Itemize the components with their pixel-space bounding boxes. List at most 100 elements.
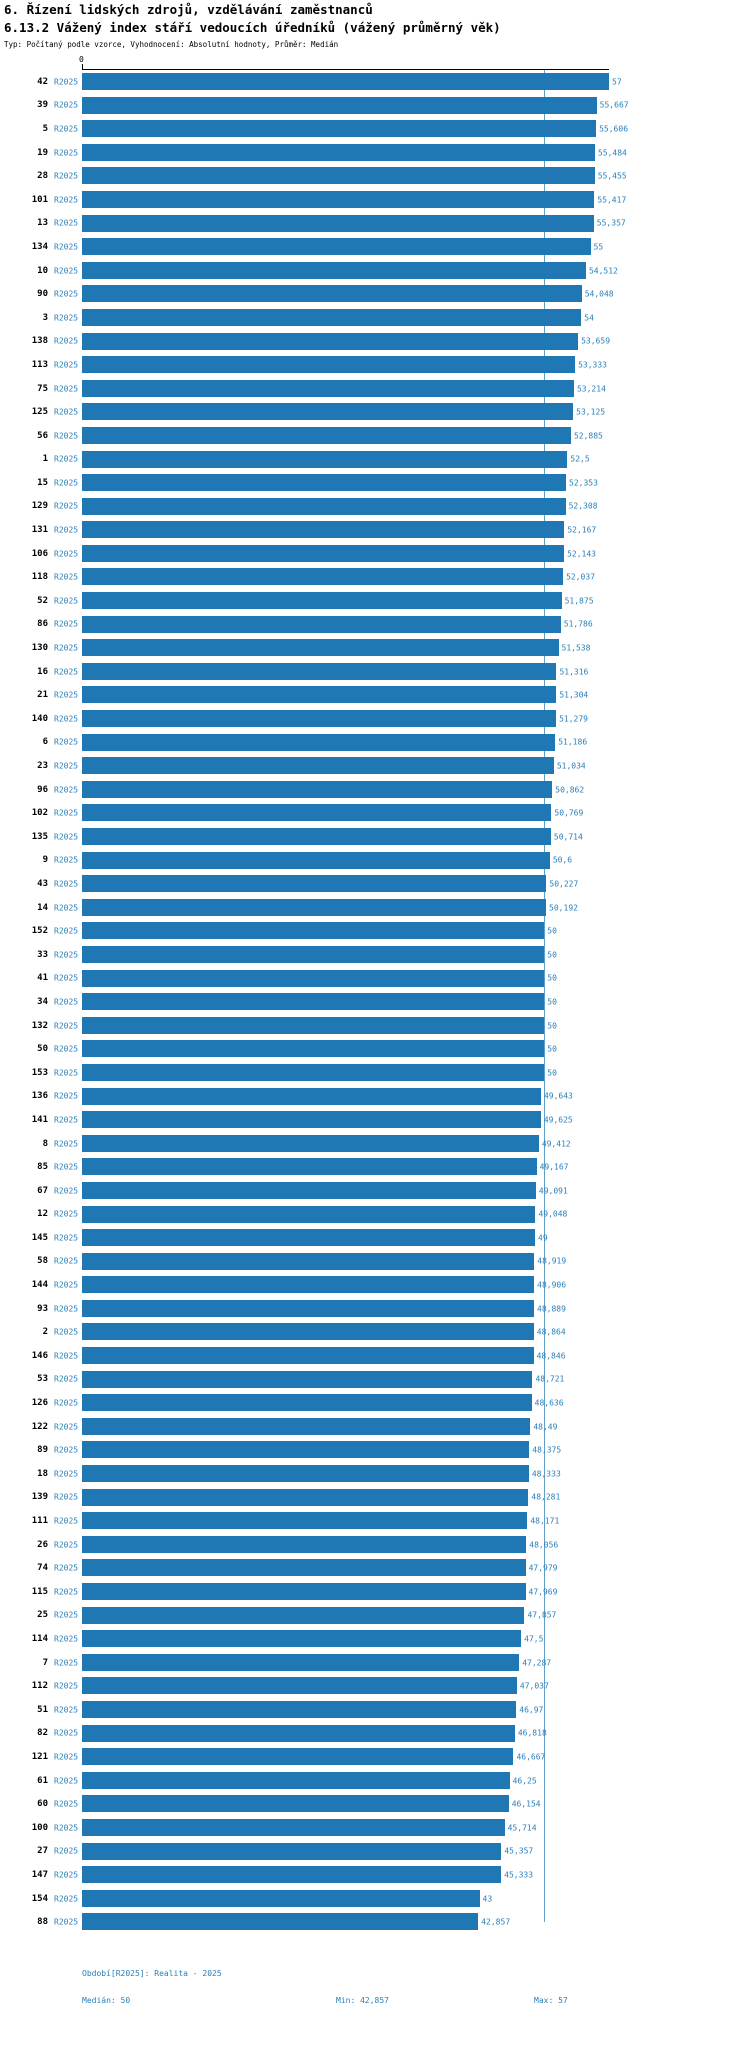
bar-row[interactable]: 126 R2025 48,636 (0, 1391, 750, 1415)
bar[interactable] (82, 1417, 531, 1435)
bar[interactable] (82, 308, 582, 326)
bar-row[interactable]: 101 R2025 55,417 (0, 188, 750, 212)
bar-row[interactable]: 130 R2025 51,538 (0, 636, 750, 660)
bar[interactable] (82, 1724, 515, 1742)
bar-row[interactable]: 34 R2025 50 (0, 990, 750, 1014)
bar[interactable] (82, 356, 576, 374)
bar-row[interactable]: 60 R2025 46,154 (0, 1792, 750, 1816)
bar-row[interactable]: 147 R2025 45,333 (0, 1863, 750, 1887)
bar[interactable] (82, 190, 595, 208)
bar-row[interactable]: 21 R2025 51,304 (0, 683, 750, 707)
bar-row[interactable]: 100 R2025 45,714 (0, 1816, 750, 1840)
bar-row[interactable]: 85 R2025 49,167 (0, 1155, 750, 1179)
bar-row[interactable]: 67 R2025 49,091 (0, 1179, 750, 1203)
bar[interactable] (82, 1913, 479, 1931)
bar[interactable] (82, 875, 547, 893)
bar-row[interactable]: 134 R2025 55 (0, 235, 750, 259)
bar[interactable] (82, 96, 597, 114)
bar[interactable] (82, 1465, 529, 1483)
bar-row[interactable]: 90 R2025 54,048 (0, 282, 750, 306)
bar-row[interactable]: 52 R2025 51,875 (0, 589, 750, 613)
bar-row[interactable]: 118 R2025 52,037 (0, 565, 750, 589)
bar-row[interactable]: 25 R2025 47,857 (0, 1604, 750, 1628)
bar[interactable] (82, 332, 579, 350)
bar-row[interactable]: 33 R2025 50 (0, 943, 750, 967)
bar[interactable] (82, 379, 574, 397)
bar[interactable] (82, 1653, 520, 1671)
bar-row[interactable]: 135 R2025 50,714 (0, 825, 750, 849)
bar[interactable] (82, 568, 564, 586)
bar-row[interactable]: 82 R2025 46,818 (0, 1722, 750, 1746)
bar[interactable] (82, 474, 567, 492)
bar[interactable] (82, 1229, 536, 1247)
bar-row[interactable]: 74 R2025 47,979 (0, 1556, 750, 1580)
bar-row[interactable]: 42 R2025 57 (0, 70, 750, 94)
bar[interactable] (82, 639, 559, 657)
bar[interactable] (82, 1700, 517, 1718)
bar[interactable] (82, 710, 557, 728)
bar[interactable] (82, 403, 574, 421)
bar[interactable] (82, 592, 562, 610)
bar-row[interactable]: 51 R2025 46,97 (0, 1698, 750, 1722)
bar[interactable] (82, 261, 586, 279)
bar[interactable] (82, 1748, 514, 1766)
bar[interactable] (82, 1158, 537, 1176)
bar[interactable] (82, 1040, 545, 1058)
bar-row[interactable]: 2 R2025 48,864 (0, 1320, 750, 1344)
bar-row[interactable]: 23 R2025 51,034 (0, 754, 750, 778)
bar[interactable] (82, 922, 545, 940)
bar-row[interactable]: 1 R2025 52,5 (0, 448, 750, 472)
bar-row[interactable]: 61 R2025 46,25 (0, 1769, 750, 1793)
bar-row[interactable]: 50 R2025 50 (0, 1037, 750, 1061)
bar[interactable] (82, 1889, 480, 1907)
bar-row[interactable]: 139 R2025 48,281 (0, 1486, 750, 1510)
bar[interactable] (82, 898, 547, 916)
bar[interactable] (82, 1347, 534, 1365)
bar[interactable] (82, 1323, 534, 1341)
bar-row[interactable]: 112 R2025 47,037 (0, 1674, 750, 1698)
bar[interactable] (82, 1818, 505, 1836)
bar-row[interactable]: 16 R2025 51,316 (0, 660, 750, 684)
bar[interactable] (82, 1583, 526, 1600)
bar[interactable] (82, 1394, 532, 1412)
bar[interactable] (82, 662, 557, 680)
bar-row[interactable]: 3 R2025 54 (0, 306, 750, 330)
bar-row[interactable]: 14 R2025 50,192 (0, 896, 750, 920)
bar-row[interactable]: 125 R2025 53,125 (0, 400, 750, 424)
bar[interactable] (82, 1134, 539, 1152)
bar[interactable] (82, 1181, 536, 1199)
bar-row[interactable]: 111 R2025 48,171 (0, 1509, 750, 1533)
bar[interactable] (82, 1063, 545, 1081)
bar-row[interactable]: 140 R2025 51,279 (0, 707, 750, 731)
bar[interactable] (82, 1630, 522, 1648)
bar-row[interactable]: 28 R2025 55,455 (0, 164, 750, 188)
bar[interactable] (82, 804, 552, 822)
bar[interactable] (82, 497, 566, 515)
bar[interactable] (82, 73, 609, 90)
bar-row[interactable]: 114 R2025 47,5 (0, 1627, 750, 1651)
bar[interactable] (82, 733, 556, 751)
bar-row[interactable]: 132 R2025 50 (0, 1014, 750, 1038)
bar[interactable] (82, 285, 582, 303)
bar-row[interactable]: 19 R2025 55,484 (0, 141, 750, 165)
bar[interactable] (82, 1441, 530, 1459)
bar-row[interactable]: 96 R2025 50,862 (0, 778, 750, 802)
bar[interactable] (82, 993, 545, 1011)
bar-row[interactable]: 154 R2025 43 (0, 1887, 750, 1911)
bar-row[interactable]: 15 R2025 52,353 (0, 471, 750, 495)
bar[interactable] (82, 1205, 536, 1223)
bar[interactable] (82, 120, 597, 138)
bar-row[interactable]: 56 R2025 52,885 (0, 424, 750, 448)
bar-row[interactable]: 26 R2025 48,056 (0, 1533, 750, 1557)
bar[interactable] (82, 1370, 533, 1388)
bar-row[interactable]: 13 R2025 55,357 (0, 212, 750, 236)
bar-row[interactable]: 129 R2025 52,308 (0, 495, 750, 519)
bar-row[interactable]: 136 R2025 49,643 (0, 1085, 750, 1109)
bar-row[interactable]: 6 R2025 51,186 (0, 731, 750, 755)
bar-row[interactable]: 12 R2025 49,048 (0, 1203, 750, 1227)
bar[interactable] (82, 780, 553, 798)
bar[interactable] (82, 1016, 545, 1034)
bar-row[interactable]: 138 R2025 53,659 (0, 330, 750, 354)
bar-row[interactable]: 10 R2025 54,512 (0, 259, 750, 283)
bar-row[interactable]: 41 R2025 50 (0, 967, 750, 991)
